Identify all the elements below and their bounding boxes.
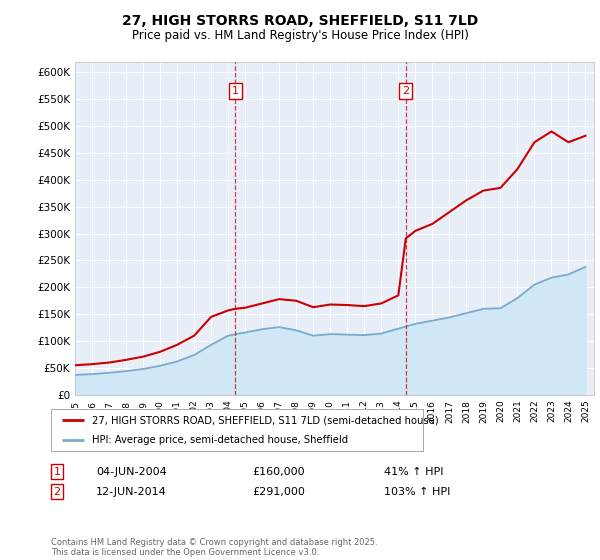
Text: 2: 2 — [53, 487, 61, 497]
Text: 1: 1 — [53, 466, 61, 477]
Text: 27, HIGH STORRS ROAD, SHEFFIELD, S11 7LD: 27, HIGH STORRS ROAD, SHEFFIELD, S11 7LD — [122, 14, 478, 28]
Text: 27, HIGH STORRS ROAD, SHEFFIELD, S11 7LD (semi-detached house): 27, HIGH STORRS ROAD, SHEFFIELD, S11 7LD… — [92, 415, 439, 425]
Text: 2: 2 — [402, 86, 409, 96]
Text: 04-JUN-2004: 04-JUN-2004 — [96, 466, 167, 477]
Text: Price paid vs. HM Land Registry's House Price Index (HPI): Price paid vs. HM Land Registry's House … — [131, 29, 469, 42]
Text: £160,000: £160,000 — [252, 466, 305, 477]
Text: £291,000: £291,000 — [252, 487, 305, 497]
Text: 1: 1 — [232, 86, 239, 96]
Text: 12-JUN-2014: 12-JUN-2014 — [96, 487, 167, 497]
Text: Contains HM Land Registry data © Crown copyright and database right 2025.
This d: Contains HM Land Registry data © Crown c… — [51, 538, 377, 557]
Text: 41% ↑ HPI: 41% ↑ HPI — [384, 466, 443, 477]
Text: HPI: Average price, semi-detached house, Sheffield: HPI: Average price, semi-detached house,… — [92, 435, 348, 445]
Text: 103% ↑ HPI: 103% ↑ HPI — [384, 487, 451, 497]
